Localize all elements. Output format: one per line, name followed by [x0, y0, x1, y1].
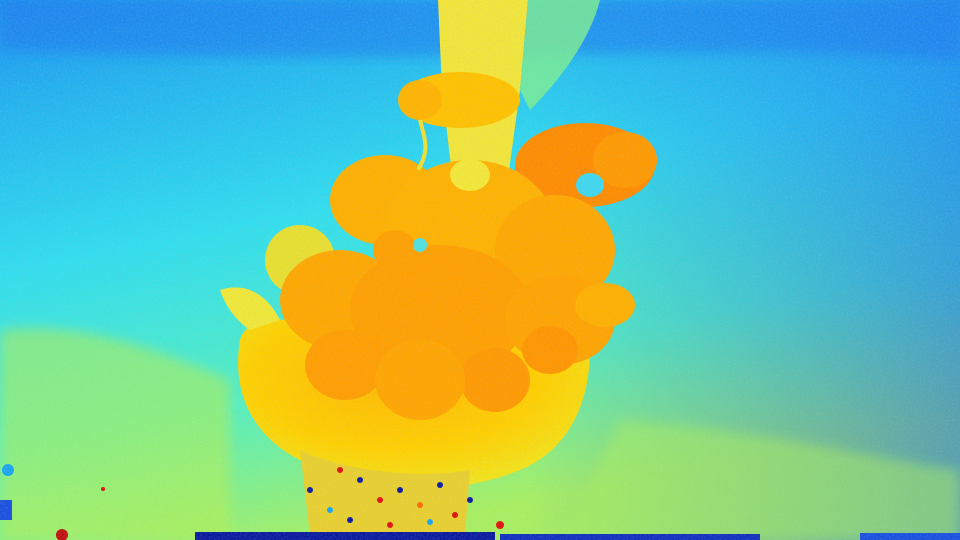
depth-map-image	[0, 0, 960, 540]
speckle-texture	[0, 0, 960, 540]
